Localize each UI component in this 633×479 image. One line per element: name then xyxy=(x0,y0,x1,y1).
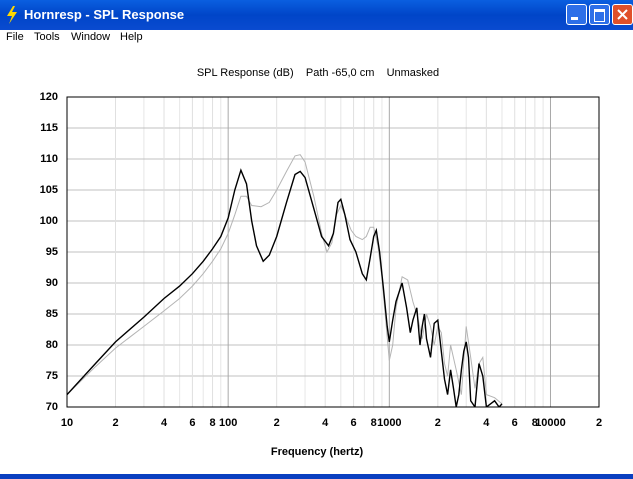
y-tick-label: 120 xyxy=(40,91,58,103)
x-tick-label: 100 xyxy=(219,417,237,429)
series-line xyxy=(67,154,503,405)
x-tick-label: 10000 xyxy=(535,417,566,429)
x-tick-label: 6 xyxy=(351,417,357,429)
x-tick-label: 6 xyxy=(512,417,518,429)
y-tick-label: 85 xyxy=(46,308,58,320)
menu-item[interactable]: Help xyxy=(120,31,143,43)
menu-item[interactable]: Tools xyxy=(34,31,60,43)
menu-item[interactable]: Window xyxy=(71,31,111,43)
x-tick-label: 1000 xyxy=(377,417,401,429)
x-tick-label: 8 xyxy=(532,417,538,429)
x-tick-label: 2 xyxy=(112,417,118,429)
x-tick-label: 10 xyxy=(61,417,73,429)
menu-item[interactable]: File xyxy=(6,31,24,43)
y-tick-label: 115 xyxy=(40,122,58,134)
x-axis-label: Frequency (hertz) xyxy=(271,446,364,458)
y-tick-label: 75 xyxy=(46,370,58,382)
x-tick-label: 4 xyxy=(322,417,329,429)
x-tick-label: 2 xyxy=(435,417,441,429)
x-tick-label: 4 xyxy=(483,417,490,429)
grid xyxy=(66,96,600,408)
window-border xyxy=(0,474,633,479)
y-tick-label: 70 xyxy=(46,401,58,413)
series-line xyxy=(67,168,503,407)
y-tick-label: 110 xyxy=(40,153,58,165)
x-tick-label: 2 xyxy=(596,417,602,429)
y-tick-label: 80 xyxy=(46,339,58,351)
x-tick-label: 8 xyxy=(371,417,377,429)
chart-title: SPL Response (dB) Path -65,0 cm Unmasked xyxy=(197,67,439,79)
y-tick-label: 95 xyxy=(46,246,58,258)
x-tick-label: 4 xyxy=(161,417,168,429)
title-bar: Hornresp - SPL Response xyxy=(0,0,633,30)
x-tick-label: 6 xyxy=(189,417,195,429)
x-tick-label: 8 xyxy=(209,417,215,429)
y-tick-label: 90 xyxy=(46,277,58,289)
y-tick-label: 105 xyxy=(40,184,58,196)
window-title: Hornresp - SPL Response xyxy=(24,7,185,22)
minimize-button[interactable] xyxy=(566,4,587,25)
x-tick-label: 2 xyxy=(274,417,280,429)
plot-frame xyxy=(66,96,600,408)
app-icon xyxy=(7,6,17,24)
y-tick-label: 100 xyxy=(40,215,58,227)
maximize-button[interactable] xyxy=(589,4,610,25)
close-icon xyxy=(617,9,628,20)
menu-bar: File Tools Window Help xyxy=(0,30,633,46)
